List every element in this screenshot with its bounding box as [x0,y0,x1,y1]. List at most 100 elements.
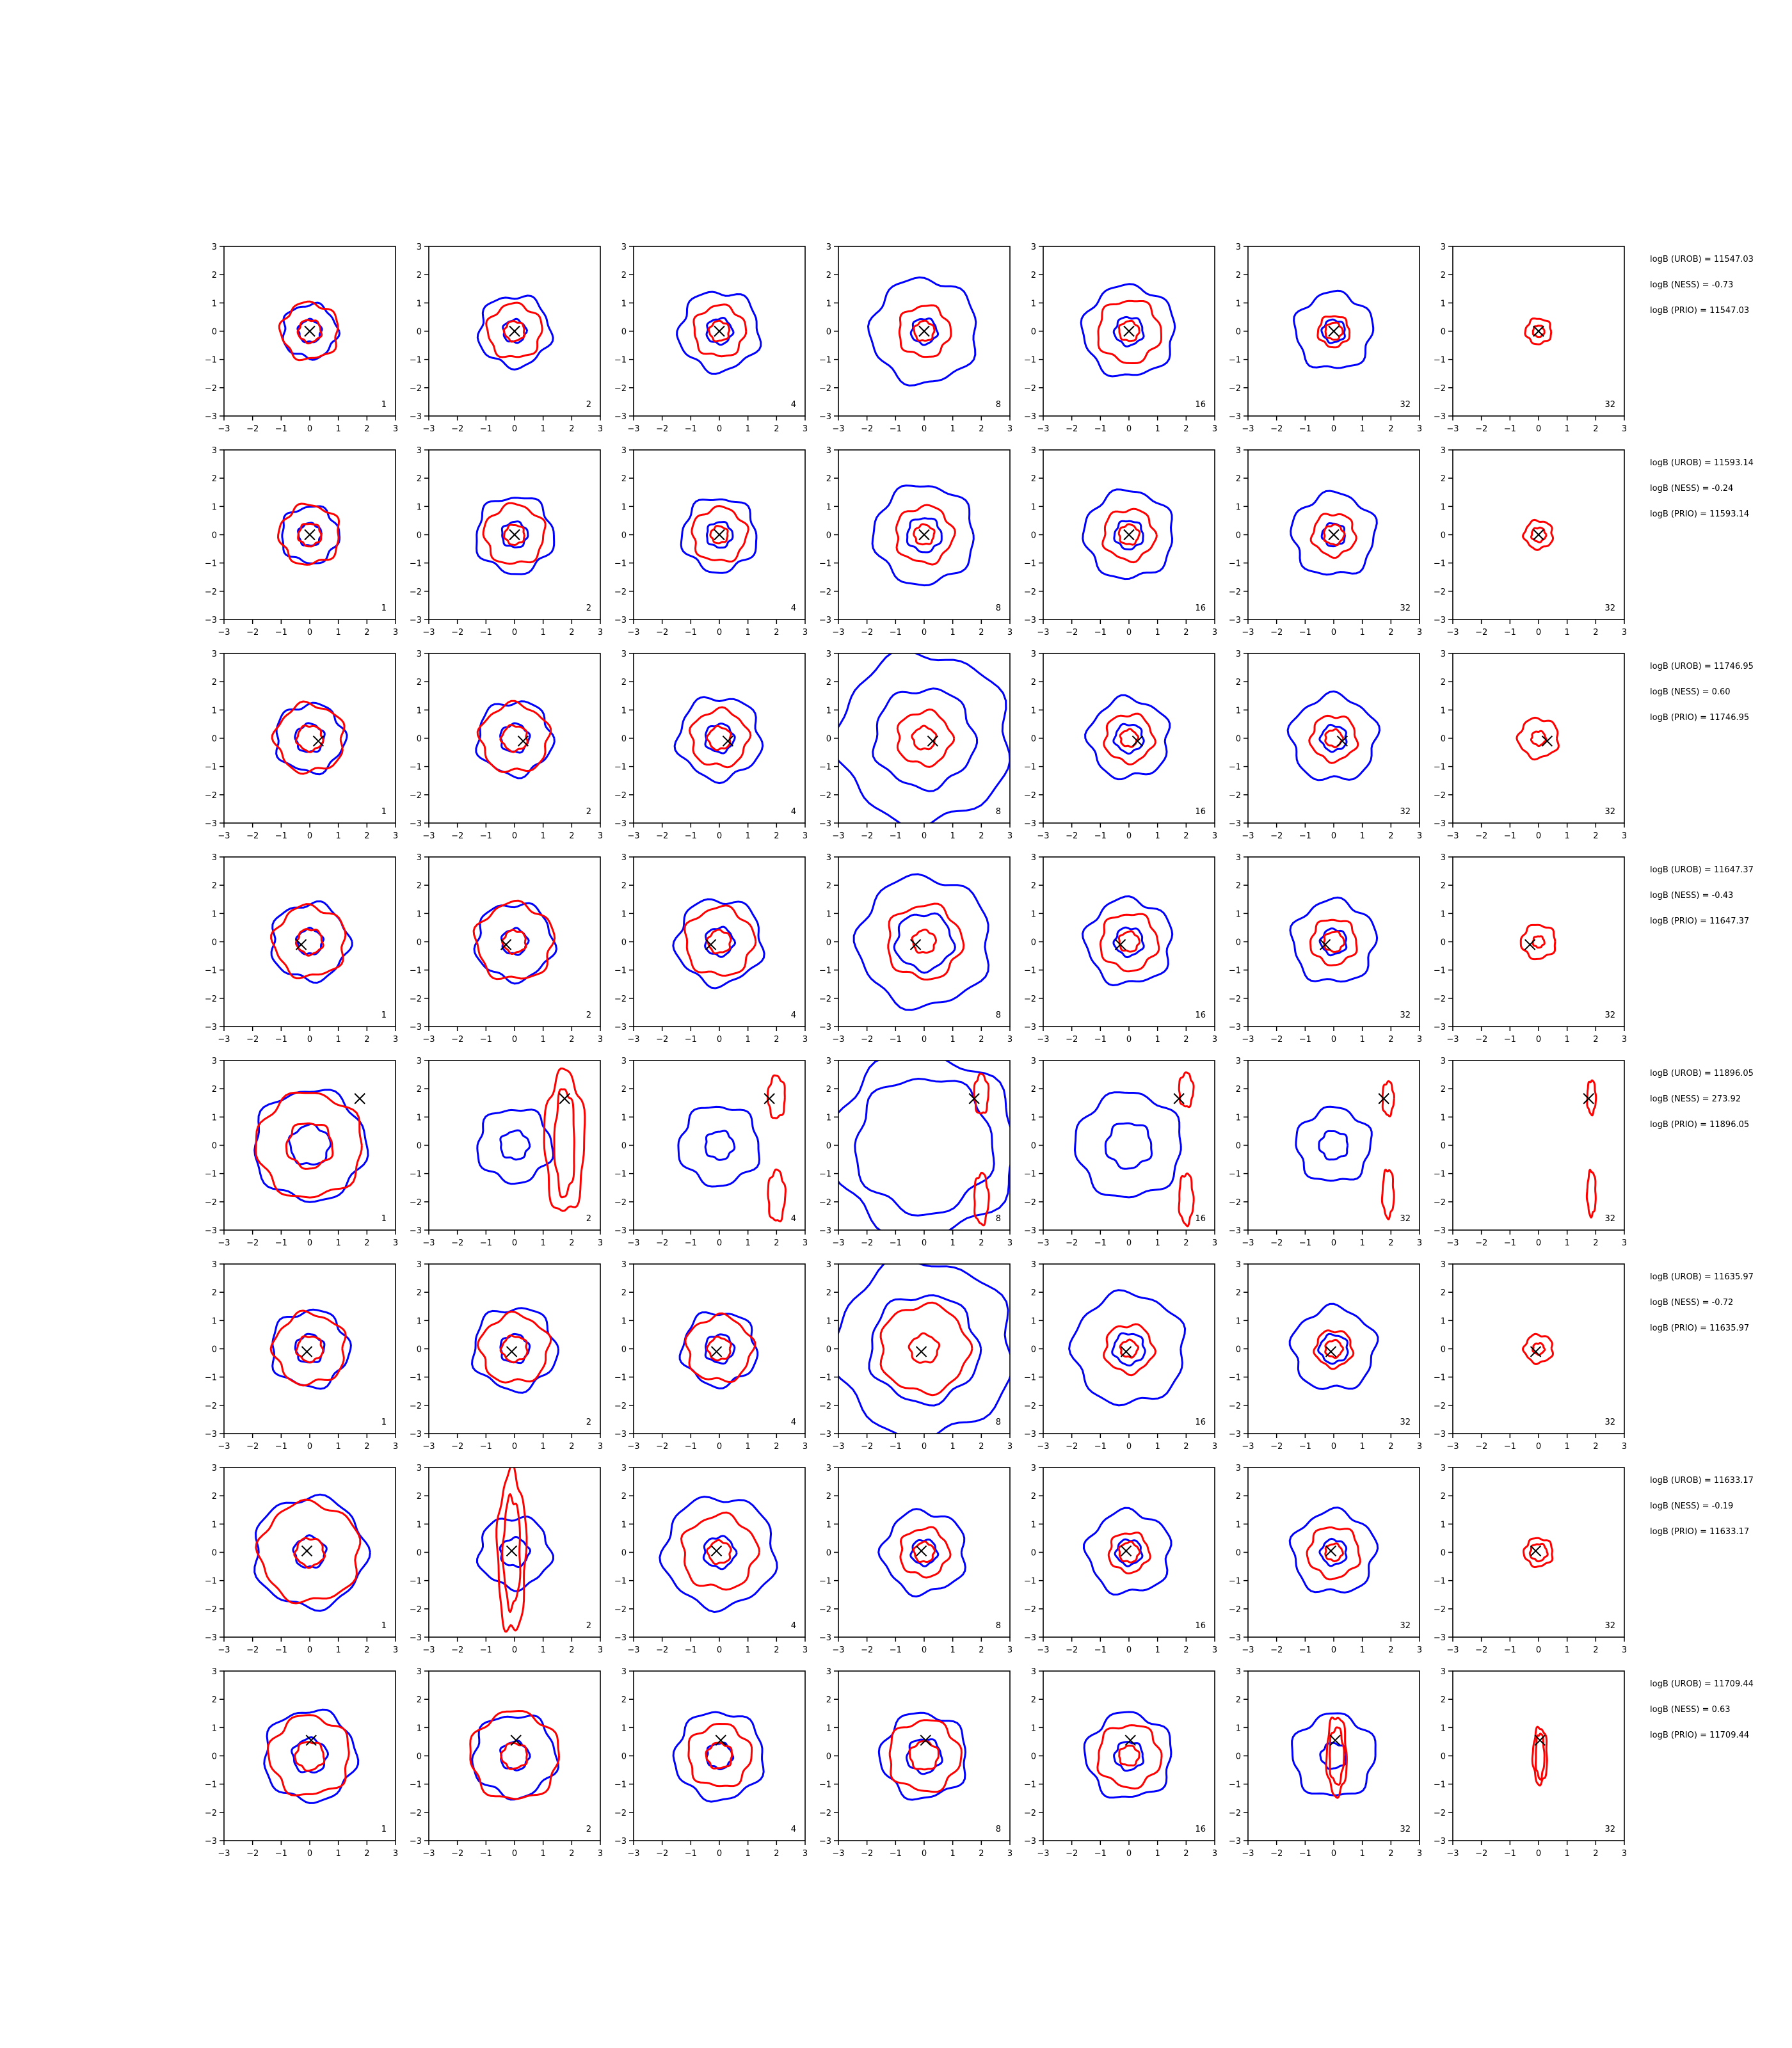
true-value-marker [915,1545,927,1556]
y-tick-label: 2 [417,271,422,280]
blue-contour [909,317,940,346]
panel-label: 32 [1604,1011,1615,1020]
blue-contour [476,294,554,371]
y-tick-label: 1 [212,1520,217,1530]
contour-area [476,1068,586,1212]
y-tick-label: 0 [1236,1142,1241,1151]
y-tick-label: 1 [826,706,831,716]
panel-r2-c5: −3−3 −2 −2 −1 −1 0 0 1 1 2 2 3 3 16 [1024,446,1217,637]
y-tick-label: −3 [1024,412,1036,422]
red-contour [1519,924,1556,961]
y-tick-label: 3 [212,853,217,863]
true-value-marker [304,325,316,337]
x-tick-label: 2 [569,831,574,841]
y-tick-label: −1 [1229,966,1241,976]
panel-r2-c3: −3−3 −2 −2 −1 −1 0 0 1 1 2 2 3 3 4 [614,446,808,637]
contour-area [476,1468,554,1633]
y-tick-label: −1 [614,1170,627,1180]
x-tick-label: 3 [1417,628,1422,637]
x-tick-label: −1 [480,424,492,434]
logb-annotation: logB (PRIO) = 11896.05 [1650,1120,1749,1130]
x-tick-label: 2 [979,1442,984,1452]
blue-contour [471,1715,559,1801]
x-tick-label: 0 [307,1035,312,1044]
x-tick-label: 1 [1155,831,1160,841]
y-tick-label: 2 [826,1288,831,1298]
x-tick-label: −2 [246,831,259,841]
x-tick-label: −2 [1066,1645,1078,1655]
blue-contour [1318,723,1348,753]
contour-area [1583,1079,1597,1219]
y-tick-label: −1 [205,1373,217,1383]
x-tick-label: −3 [1446,424,1459,434]
y-tick-label: 0 [826,1549,831,1558]
x-tick-label: 0 [1331,831,1336,841]
x-tick-label: −3 [1037,1442,1049,1452]
y-tick-label: 1 [621,1724,627,1733]
y-tick-label: 1 [212,706,217,716]
panel-label: 8 [996,400,1001,410]
x-tick-label: 1 [541,1238,546,1248]
blue-contour [1083,1507,1172,1596]
x-tick-label: −3 [1037,831,1049,841]
x-tick-label: −1 [890,1645,902,1655]
red-contour [1099,913,1160,973]
y-tick-label: 2 [417,678,422,687]
x-tick-label: 3 [598,1442,603,1452]
x-tick-label: 3 [1417,424,1422,434]
y-tick-label: −1 [1024,1780,1036,1790]
x-tick-label: −3 [218,1035,230,1044]
y-tick-label: 3 [212,1260,217,1270]
y-tick-label: 0 [621,1549,627,1558]
y-tick-label: −2 [1024,1809,1036,1818]
axes-frame [633,856,806,1027]
x-tick-label: −2 [861,831,873,841]
red-contour [692,303,748,358]
x-tick-label: 2 [364,1849,369,1859]
y-tick-label: −3 [614,1837,627,1846]
x-tick-label: 3 [598,424,603,434]
y-tick-label: 3 [1236,1667,1241,1677]
x-tick-label: −1 [685,1849,697,1859]
x-tick-label: −3 [1037,1238,1049,1248]
x-tick-label: 3 [598,1238,603,1248]
y-tick-label: 3 [1236,243,1241,252]
contour-area [676,291,762,375]
x-tick-label: 0 [717,1849,722,1859]
x-tick-label: −2 [861,1645,873,1655]
true-value-marker [295,939,307,950]
y-tick-label: −3 [819,1633,831,1643]
blue-contour [676,291,762,375]
x-tick-label: −3 [832,831,844,841]
y-tick-label: −3 [614,1023,627,1032]
blue-contour [1318,927,1348,957]
x-tick-label: −1 [890,831,902,841]
x-tick-label: 2 [1593,424,1598,434]
x-tick-label: −2 [861,1849,873,1859]
y-tick-label: 0 [826,328,831,337]
y-tick-label: 3 [1031,446,1036,456]
y-tick-label: −1 [1229,356,1241,365]
x-tick-label: −3 [1037,628,1049,637]
logb-annotation: logB (PRIO) = 11547.03 [1650,306,1749,316]
blue-contour [893,912,956,974]
y-tick-label: 0 [417,1345,422,1355]
y-tick-label: −1 [1434,966,1446,976]
logb-annotation: logB (PRIO) = 11633.17 [1650,1527,1749,1537]
y-tick-label: 3 [826,650,831,659]
y-tick-label: 2 [212,1695,217,1705]
panel-label: 32 [1400,1621,1411,1631]
red-contour [1523,1537,1554,1569]
y-tick-label: 1 [417,909,422,919]
x-tick-label: −2 [656,1442,668,1452]
panel-label: 4 [791,1418,796,1427]
y-tick-label: 2 [1441,474,1446,484]
x-tick-label: −3 [1242,628,1254,637]
x-tick-label: −2 [451,1645,463,1655]
red-contour [691,505,749,563]
y-tick-label: 2 [212,678,217,687]
contour-area [838,1060,1010,1230]
x-tick-label: −1 [1094,424,1107,434]
x-tick-label: −1 [890,628,902,637]
x-tick-label: 3 [1007,1035,1012,1044]
